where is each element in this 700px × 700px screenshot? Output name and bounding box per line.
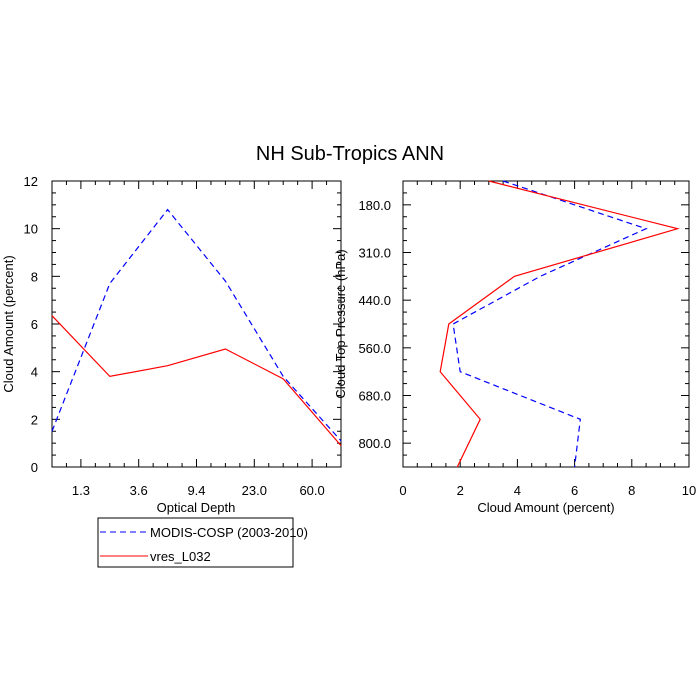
right-y-tick-label: 310.0 (358, 246, 391, 261)
left-y-tick-label: 10 (24, 222, 38, 237)
right-x-tick-label: 4 (514, 483, 521, 498)
left-x-tick-label: 60.0 (299, 483, 324, 498)
left-y-tick-label: 2 (31, 412, 38, 427)
left-y-tick-label: 0 (31, 460, 38, 475)
left-series (51, 208, 342, 446)
left-x-tick-label: 9.4 (187, 483, 205, 498)
left-x-tick-label: 23.0 (242, 483, 267, 498)
left-y-tick-label: 4 (31, 365, 38, 380)
right-x-tick-label: 10 (682, 483, 696, 498)
left-y-tick-label: 8 (31, 269, 38, 284)
left-ticks: 0 2 4 6 8 10 12 1.3 3.6 9.4 23.0 60.0 (24, 174, 341, 498)
right-x-tick-label: 2 (457, 483, 464, 498)
left-x-tick-label: 3.6 (130, 483, 148, 498)
legend-box (97, 517, 294, 568)
left-x-axis-label: Optical Depth (157, 500, 236, 515)
right-y-tick-label: 440.0 (358, 293, 391, 308)
right-series (439, 180, 680, 468)
legend-label-vres: vres_L032 (150, 549, 211, 564)
right-x-tick-label: 0 (399, 483, 406, 498)
left-plot-frame (51, 180, 342, 468)
left-series-line-modis (51, 208, 342, 442)
figure-title: NH Sub-Tropics ANN (256, 143, 444, 165)
right-y-tick-label: 180.0 (358, 198, 391, 213)
left-series-line-vres (51, 315, 342, 446)
right-x-tick-label: 6 (571, 483, 578, 498)
right-y-tick-label: 680.0 (358, 389, 391, 404)
left-y-axis-label: Cloud Amount (percent) (1, 255, 16, 392)
right-x-tick-label: 8 (628, 483, 635, 498)
right-series-line-vres (439, 180, 680, 468)
legend-label-modis: MODIS-COSP (2003-2010) (150, 525, 308, 540)
left-x-tick-label: 1.3 (72, 483, 90, 498)
right-y-tick-label: 560.0 (358, 341, 391, 356)
right-series-line-modis (452, 180, 648, 468)
right-x-axis-label: Cloud Amount (percent) (477, 500, 614, 515)
right-y-axis-label: Cloud Top Pressure (hPa) (333, 249, 348, 398)
right-y-tick-label: 800.0 (358, 436, 391, 451)
left-y-tick-label: 12 (24, 174, 38, 189)
right-plot-frame (402, 180, 690, 468)
left-y-tick-label: 6 (31, 317, 38, 332)
